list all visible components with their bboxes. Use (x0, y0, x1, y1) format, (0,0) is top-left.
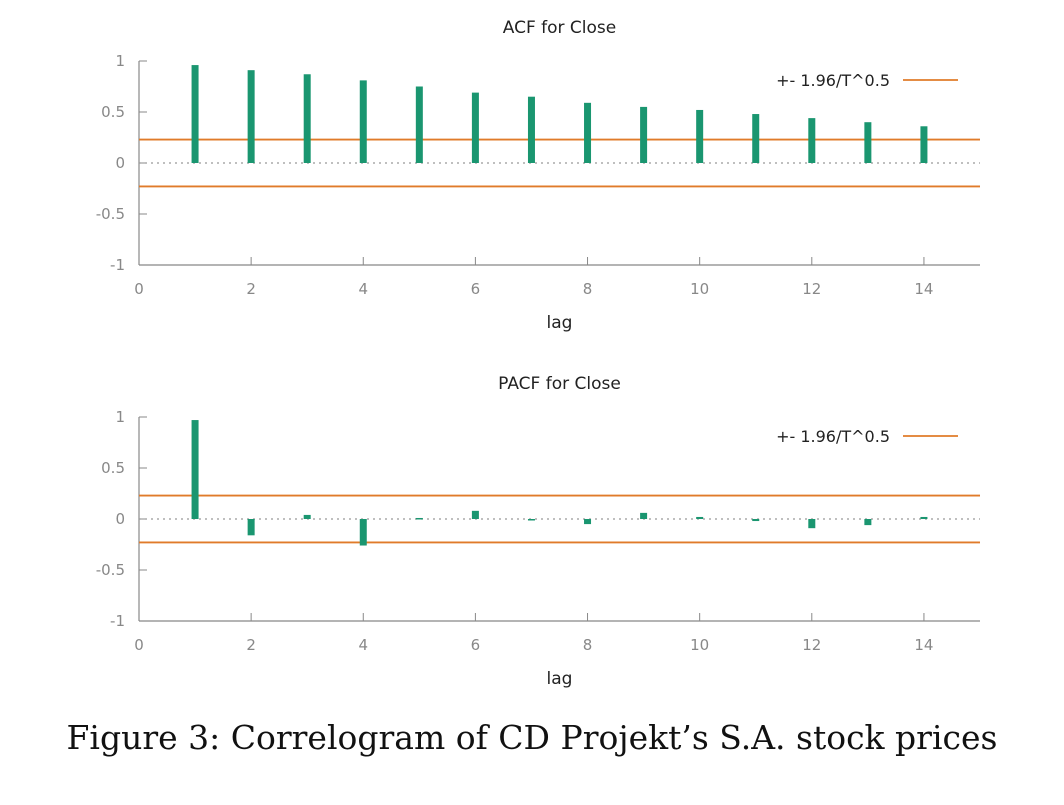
y-tick-label: 1 (115, 52, 125, 70)
x-tick-label: 10 (690, 280, 709, 298)
bar (247, 70, 255, 163)
y-tick-label: 1 (115, 408, 125, 426)
x-tick-label: 8 (583, 636, 593, 654)
figure-caption: Figure 3: Correlogram of CD Projekt’s S.… (66, 718, 998, 757)
x-tick-label: 14 (914, 280, 933, 298)
x-tick-label: 2 (246, 280, 256, 298)
bar (303, 514, 311, 519)
acf-chart: ACF for Close 1 0.5 0 -0.5 -1 0 2 4 6 8 10 12 14 lag +-… (96, 18, 980, 333)
bar (752, 114, 760, 163)
bar (696, 516, 704, 519)
x-tick-label: 14 (914, 636, 933, 654)
x-tick-label: 10 (690, 636, 709, 654)
y-tick-label: -1 (110, 612, 125, 630)
x-tick-label: 8 (583, 280, 593, 298)
y-tick-label: -0.5 (96, 561, 125, 579)
x-tick-label: 0 (134, 280, 144, 298)
bar (415, 86, 423, 163)
bar (584, 102, 592, 163)
bar (247, 519, 255, 536)
bar (808, 519, 816, 529)
bar (696, 109, 704, 163)
legend-label: +- 1.96/T^0.5 (776, 71, 890, 90)
legend-label: +- 1.96/T^0.5 (776, 427, 890, 446)
bar (471, 92, 479, 163)
bar (527, 96, 535, 163)
bar (752, 519, 760, 522)
bar (191, 420, 199, 519)
bar (303, 74, 311, 163)
bar (415, 517, 423, 520)
x-tick-label: 4 (358, 636, 368, 654)
y-tick-label: 0 (115, 510, 125, 528)
bar (920, 516, 928, 519)
y-tick-label: 0.5 (101, 103, 125, 121)
bar (471, 510, 479, 519)
bar (359, 80, 367, 163)
x-tick-label: 4 (358, 280, 368, 298)
x-tick-label: 6 (471, 280, 481, 298)
bar (640, 512, 648, 519)
bar (584, 519, 592, 525)
pacf-chart: PACF for Close 1 0.5 0 -0.5 -1 0 2 4 6 8 10 12 14 lag +… (96, 374, 980, 689)
bar (864, 122, 872, 163)
bar (808, 118, 816, 163)
chart-title: ACF for Close (503, 18, 616, 38)
x-tick-label: 6 (471, 636, 481, 654)
bar (191, 65, 199, 163)
bar (920, 126, 928, 163)
x-tick-label: 0 (134, 636, 144, 654)
y-tick-label: 0.5 (101, 459, 125, 477)
x-tick-label: 12 (802, 280, 821, 298)
bar (527, 519, 535, 521)
chart-title: PACF for Close (498, 374, 621, 394)
y-tick-label: -1 (110, 256, 125, 274)
y-tick-label: 0 (115, 154, 125, 172)
x-axis-label: lag (547, 669, 573, 689)
x-tick-label: 12 (802, 636, 821, 654)
y-tick-label: -0.5 (96, 205, 125, 223)
x-tick-label: 2 (246, 636, 256, 654)
bar (640, 106, 648, 163)
bar (359, 519, 367, 546)
x-axis-label: lag (547, 313, 573, 333)
bar (864, 519, 872, 526)
